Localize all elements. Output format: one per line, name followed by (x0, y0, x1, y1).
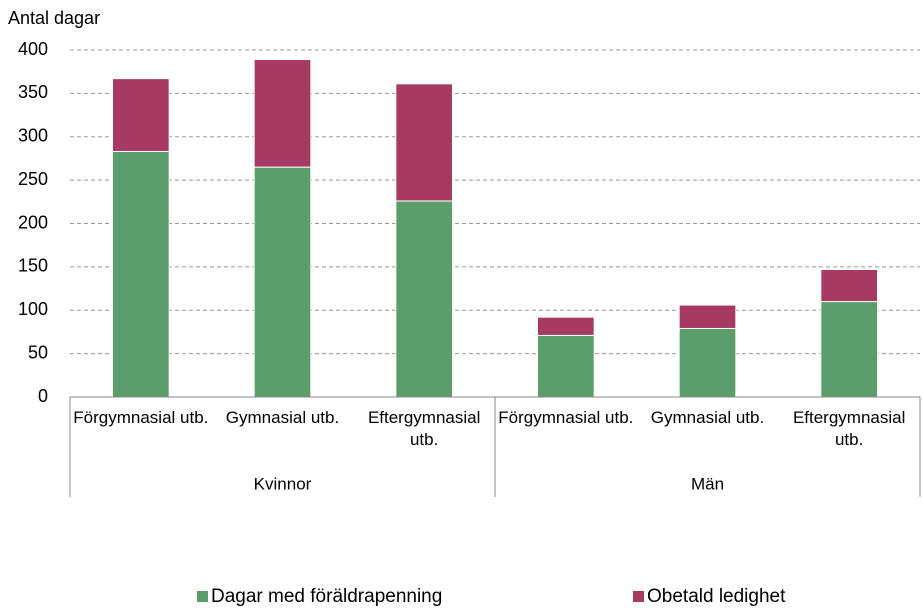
y-tick-label: 400 (18, 39, 48, 59)
y-tick-label: 350 (18, 82, 48, 102)
x-tick-label: Förgymnasial utb. (73, 408, 209, 427)
x-tick-label: Eftergymnasial utb. (367, 408, 481, 449)
x-tick-label: Gymnasial utb. (650, 408, 765, 427)
bar-segment (820, 301, 878, 398)
group-label: Män (691, 474, 724, 493)
x-tick-label: Gymnasial utb. (225, 408, 340, 427)
x-tick-label: Eftergymnasial utb. (792, 408, 906, 449)
bar-segment (112, 78, 170, 152)
bar-segment (253, 59, 312, 168)
y-tick-label: 300 (18, 126, 48, 146)
bar-segment (112, 150, 170, 398)
group-label: Kvinnor (254, 474, 312, 493)
bar-segment (395, 83, 454, 202)
bar-segment (253, 166, 312, 398)
y-tick-label: 150 (18, 256, 48, 276)
y-tick-label: 200 (18, 212, 48, 232)
legend-label: Dagar med föräldrapenning (211, 586, 442, 607)
bar-segment (678, 304, 737, 329)
bar-segment (820, 268, 878, 303)
bar-segment (678, 327, 737, 398)
bar-segment (537, 316, 595, 336)
bar-segment (537, 334, 595, 398)
legend-swatch (197, 591, 208, 602)
y-tick-label: 100 (18, 299, 48, 319)
y-tick-label: 0 (38, 386, 48, 406)
x-tick-label: Förgymnasial utb. (498, 408, 634, 427)
legend-swatch (633, 591, 644, 602)
bar-segment (395, 200, 454, 398)
legend-label: Obetald ledighet (647, 586, 786, 607)
y-axis-label: Antal dagar (8, 8, 100, 28)
y-tick-label: 50 (28, 342, 48, 362)
y-tick-label: 250 (18, 169, 48, 189)
